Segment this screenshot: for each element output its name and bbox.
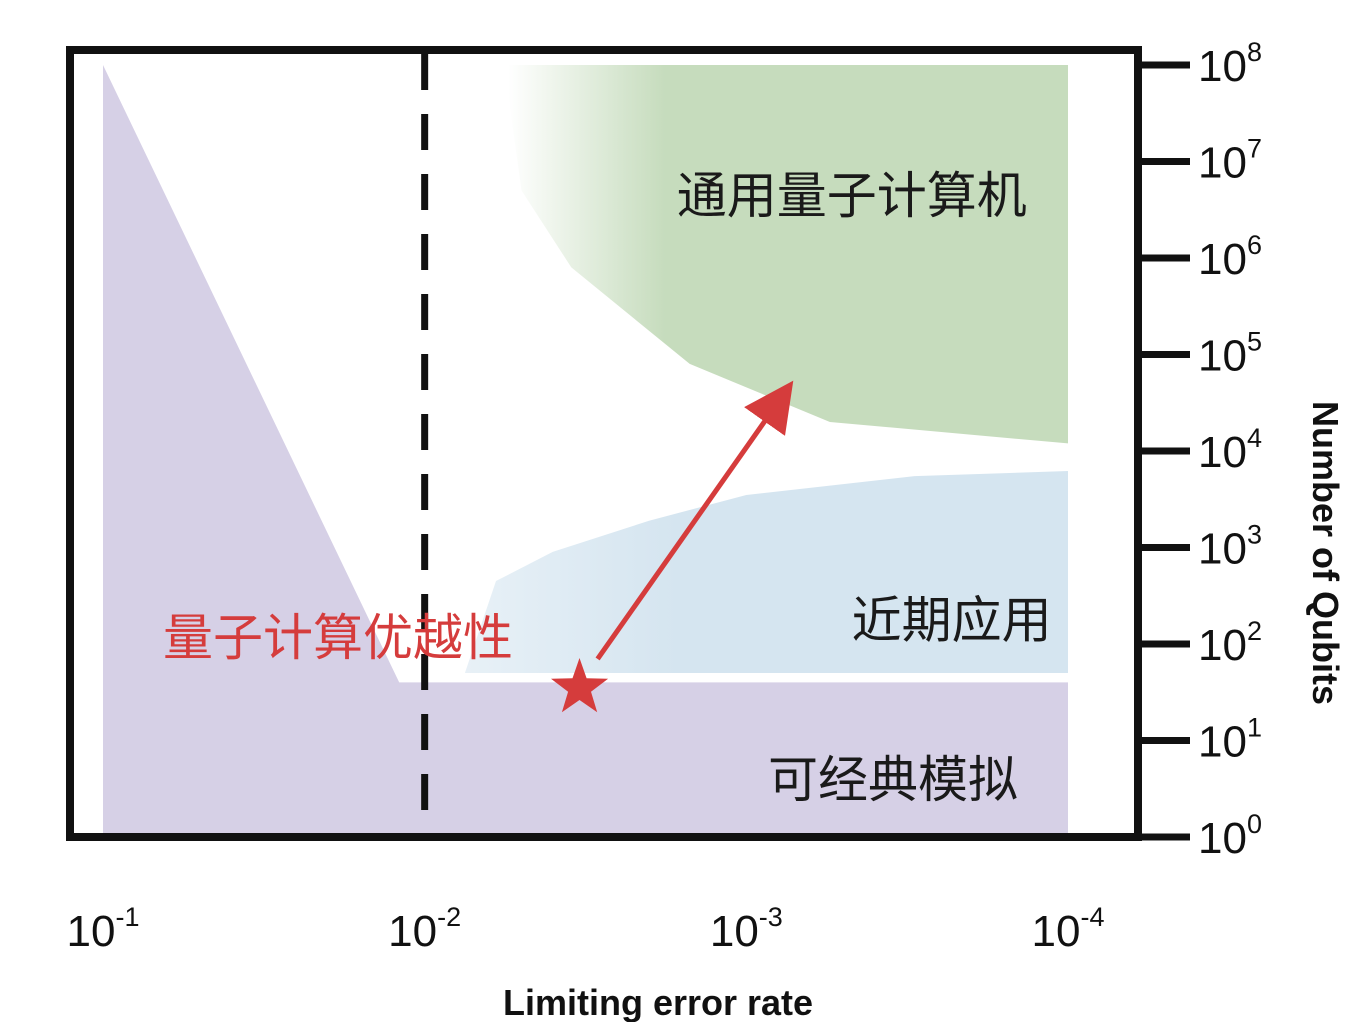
region-near-term <box>464 471 1068 673</box>
x-tick-label: 10-3 <box>710 902 783 956</box>
y-tick-label: 101 <box>1198 713 1262 767</box>
advantage-star-icon <box>551 658 609 713</box>
y-axis-ticks: 100 101 102 103 104 105 106 107 108 <box>1138 37 1262 863</box>
y-axis-title: Number of Qubits <box>1305 401 1346 705</box>
y-tick-label: 106 <box>1198 230 1262 284</box>
region-label-near-term: 近期应用 <box>852 591 1052 649</box>
region-label-classical: 可经典模拟 <box>768 751 1018 809</box>
y-tick-label: 103 <box>1198 520 1262 574</box>
y-tick-label: 100 <box>1198 809 1262 863</box>
y-tick-label: 108 <box>1198 37 1262 91</box>
x-tick-label: 10-1 <box>67 902 140 956</box>
y-tick-label: 102 <box>1198 616 1262 670</box>
x-tick-label: 10-2 <box>388 902 461 956</box>
x-axis-title: Limiting error rate <box>503 982 813 1022</box>
y-tick-label: 104 <box>1198 423 1262 477</box>
plot-frame <box>66 46 1142 841</box>
regions-layer <box>103 65 1068 833</box>
x-tick-label: 10-4 <box>1032 902 1105 956</box>
region-classical <box>103 65 1068 833</box>
advantage-arrow <box>595 380 794 661</box>
x-axis-ticks: 10-1 10-2 10-3 10-4 <box>67 902 1105 956</box>
region-labels: 可经典模拟 近期应用 通用量子计算机 <box>677 167 1052 809</box>
region-universal <box>508 65 1068 444</box>
y-tick-label: 105 <box>1198 327 1262 381</box>
advantage-label: 量子计算优越性 <box>163 609 513 667</box>
region-label-universal: 通用量子计算机 <box>677 167 1027 225</box>
y-tick-label: 107 <box>1198 134 1262 188</box>
